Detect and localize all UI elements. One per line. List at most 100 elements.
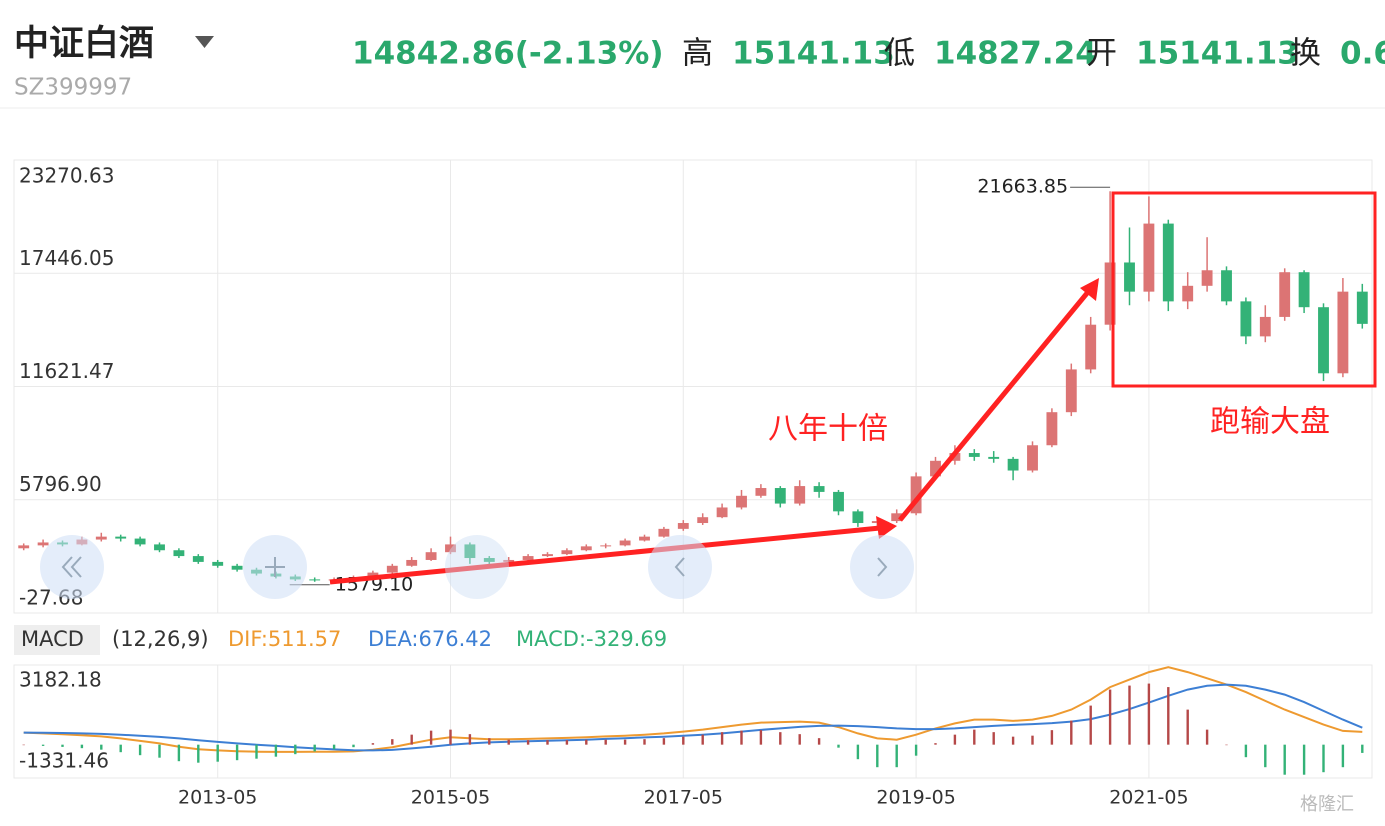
macd-bar xyxy=(1011,736,1015,745)
candle-body xyxy=(813,486,825,492)
candle-body xyxy=(1046,412,1058,446)
field-value: 14827.24 xyxy=(934,36,1097,72)
y-tick-label: 5796.90 xyxy=(19,472,102,496)
macd-bar xyxy=(1128,685,1131,745)
nav-zoom-out[interactable] xyxy=(445,535,509,599)
macd-bar xyxy=(235,744,239,761)
macd-bar xyxy=(352,744,355,748)
macd-bar xyxy=(468,734,472,745)
macd-bar xyxy=(1108,689,1112,745)
macd-bar xyxy=(410,734,413,745)
macd-bar xyxy=(255,744,258,759)
macd-bar xyxy=(1225,744,1228,746)
candle-body xyxy=(580,546,592,551)
dropdown-arrow[interactable] xyxy=(195,36,214,48)
candle-body xyxy=(697,517,709,524)
macd-bar xyxy=(682,736,685,745)
candle-body xyxy=(677,523,689,529)
macd-title: MACD xyxy=(21,627,84,651)
candle-body xyxy=(542,554,553,557)
macd-bar xyxy=(720,732,724,745)
candle-body xyxy=(833,491,844,512)
macd-bar xyxy=(1283,744,1286,775)
field-value: 15141.13 xyxy=(732,36,895,72)
macd-bar xyxy=(294,744,297,755)
macd-bar xyxy=(177,744,181,762)
macd-bar xyxy=(61,744,64,747)
macd-bar xyxy=(332,744,336,750)
macd-bar xyxy=(1070,720,1073,745)
candle-body xyxy=(1201,270,1213,286)
macd-bar xyxy=(274,744,278,757)
candle-body xyxy=(755,488,767,496)
candle-body xyxy=(367,572,379,578)
macd-bar xyxy=(953,734,957,745)
nav-buttons xyxy=(40,535,914,599)
annotation: 跑输大盘 xyxy=(1210,405,1330,440)
legend-entry: DIF:511.57 xyxy=(228,627,341,651)
candle-body xyxy=(1240,301,1252,337)
candle-body xyxy=(968,453,980,457)
macd-bar xyxy=(488,738,491,745)
x-tick-label: 2019-05 xyxy=(876,787,955,809)
x-tick-label: 2015-05 xyxy=(411,787,490,809)
candle-body xyxy=(154,544,165,551)
macd-bar xyxy=(740,730,743,745)
candle-body xyxy=(736,495,747,508)
candle-body xyxy=(1065,369,1077,413)
nav-zoom-in[interactable] xyxy=(243,535,307,599)
y-tick-label: 17446.05 xyxy=(19,246,114,270)
candle-body xyxy=(600,545,612,547)
candle-body xyxy=(1221,270,1232,302)
macd-bar xyxy=(22,744,25,746)
candle-body xyxy=(774,488,786,504)
candle-body xyxy=(1143,223,1155,292)
macd-bar xyxy=(604,739,607,745)
candle-body xyxy=(930,460,941,477)
candle-body xyxy=(891,513,903,522)
index-name: 中证白酒 xyxy=(14,24,154,64)
index-code: SZ399997 xyxy=(14,75,132,101)
macd-bar xyxy=(100,744,103,750)
candle-body xyxy=(619,540,631,546)
macd-bar xyxy=(138,744,142,756)
macd-bar xyxy=(992,732,995,745)
macd-bar xyxy=(1205,729,1209,745)
field-label: 低 xyxy=(884,36,915,72)
candle-body xyxy=(231,565,243,570)
nav-next[interactable] xyxy=(850,535,914,599)
macd-bar xyxy=(80,744,84,749)
candle-body xyxy=(910,476,922,514)
candle-body xyxy=(716,507,728,518)
macd-bar xyxy=(1302,744,1306,775)
candle-body xyxy=(503,559,515,562)
candle-body xyxy=(1298,272,1310,308)
macd-bar xyxy=(759,730,763,745)
macd-bar xyxy=(798,734,801,745)
candle-body xyxy=(1124,262,1135,292)
peak-label: 21663.85 xyxy=(977,176,1068,198)
macd-bar xyxy=(507,739,510,745)
arrows xyxy=(329,191,1377,585)
macd-bar xyxy=(216,744,219,762)
macd-bar xyxy=(662,738,666,745)
candle-body xyxy=(522,556,534,560)
candle-body xyxy=(212,561,224,566)
macd-bar xyxy=(779,732,782,745)
candle-body xyxy=(1104,262,1116,325)
macd-bar xyxy=(623,739,627,745)
x-tick-label: 2021-05 xyxy=(1109,787,1188,809)
candle-body xyxy=(1027,445,1038,471)
field-label: 换 xyxy=(1290,36,1321,72)
nav-first[interactable] xyxy=(40,535,104,599)
macd-bar xyxy=(1089,705,1092,745)
annotation: 八年十倍 xyxy=(768,412,888,447)
macd-frame xyxy=(13,664,1373,779)
field-value: 0.6 xyxy=(1340,36,1385,72)
x-tick-label: 2017-05 xyxy=(644,787,723,809)
macd-bar xyxy=(1031,735,1034,745)
macd-bar xyxy=(1186,709,1189,745)
macd-bar xyxy=(1050,730,1054,745)
nav-prev[interactable] xyxy=(648,535,712,599)
macd-bar xyxy=(526,740,530,745)
